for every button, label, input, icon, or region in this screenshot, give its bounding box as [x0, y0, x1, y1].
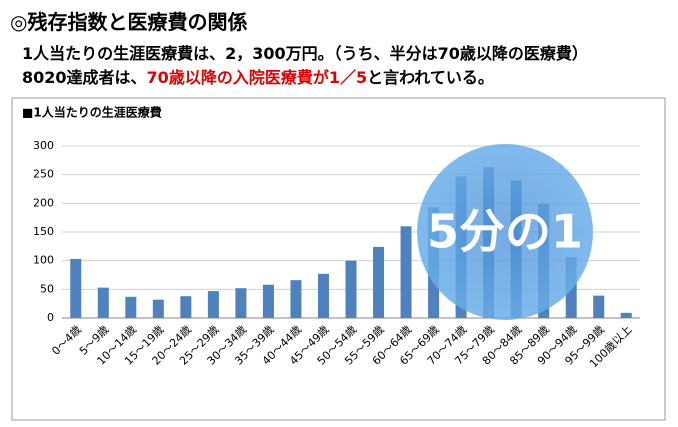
- text: と言われている。: [367, 68, 494, 87]
- y-tick-label: 250: [33, 168, 54, 181]
- annotation: 5分の1: [427, 205, 583, 259]
- highlight-circle: [417, 144, 593, 320]
- bar: [152, 299, 164, 318]
- bar: [70, 258, 82, 318]
- bar: [262, 284, 274, 318]
- chart-title: ■1人当たりの生涯医療費: [22, 105, 162, 120]
- y-tick-label: 100: [33, 254, 54, 267]
- bar: [593, 295, 605, 318]
- slide-text: 1人当たりの生涯医療費は、2，300万円。（うち、半分は70歳以降の医療費）: [22, 44, 588, 63]
- slide-title: ◎残存指数と医療費の関係: [10, 10, 248, 34]
- bar: [620, 312, 632, 318]
- slide-text: 8020達成者は、70歳以降の入院医療費が1／5と言われている。: [22, 64, 494, 88]
- bar: [235, 288, 247, 318]
- bar: [180, 296, 192, 318]
- bar: [373, 246, 385, 318]
- bar: [207, 291, 219, 318]
- y-tick-label: 300: [33, 139, 54, 152]
- bar: [317, 273, 329, 318]
- bar: [290, 280, 302, 318]
- y-tick-label: 50: [40, 282, 54, 295]
- text: 8020達成者は、: [22, 68, 147, 87]
- bar: [345, 260, 357, 318]
- y-tick-label: 150: [33, 225, 54, 238]
- highlight-text: 70歳以降の入院医療費が1／5: [146, 68, 368, 87]
- y-tick-label: 0: [47, 311, 54, 324]
- bar: [400, 226, 412, 318]
- y-tick-label: 200: [33, 196, 54, 209]
- bar: [125, 296, 137, 318]
- bar: [97, 287, 109, 318]
